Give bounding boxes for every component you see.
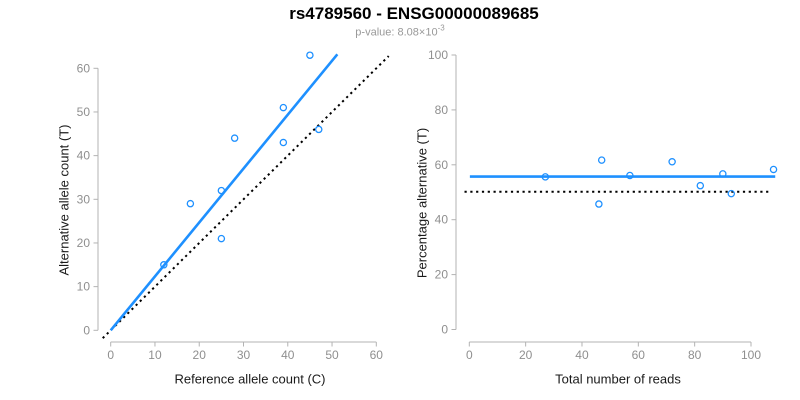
y-tick-label: 60: [435, 158, 449, 172]
data-point: [315, 125, 323, 134]
x-tick-label: 20: [519, 348, 533, 362]
ref-vs-alt-count-panel: 0 10 20 30 40 50 60 0 10 20 30 40 50 60: [77, 51, 390, 362]
x-tick-label: 0: [466, 348, 473, 362]
pvalue-exponent: -3: [437, 23, 445, 33]
data-point: [595, 200, 603, 208]
data-point: [160, 261, 168, 269]
data-point: [186, 199, 195, 208]
reads-vs-percentage-panel: 0 20 40 60 80 100 0 20 40 60 80 100: [428, 48, 778, 362]
y-tick-label: 40: [77, 149, 91, 163]
y-tick-label: 100: [428, 48, 448, 62]
data-point: [597, 156, 606, 164]
figure-subtitle: p-value: 8.08×10-3: [355, 24, 444, 39]
data-point: [541, 173, 550, 181]
data-point: [696, 181, 705, 190]
left-x-axis-label: Reference allele count (C): [174, 371, 326, 387]
right-x-axis-label: Total number of reads: [555, 371, 681, 387]
x-tick-label: 40: [575, 348, 589, 362]
x-tick-label: 30: [237, 348, 251, 362]
pvalue-text: p-value: 8.08×10: [355, 26, 438, 39]
y-tick-label: 0: [83, 323, 90, 337]
x-tick-label: 0: [107, 348, 114, 362]
y-tick-label: 80: [435, 103, 449, 117]
y-tick-label: 60: [77, 61, 91, 75]
x-tick-label: 100: [741, 348, 761, 362]
data-point: [727, 189, 736, 198]
x-tick-label: 60: [370, 348, 384, 362]
y-tick-label: 20: [77, 236, 91, 250]
data-point: [306, 51, 314, 59]
y-tick-label: 40: [435, 213, 449, 227]
figure-title: rs4789560 - ENSG00000089685: [289, 4, 539, 23]
x-tick-label: 50: [325, 348, 339, 362]
data-point: [719, 170, 727, 178]
data-point: [769, 165, 778, 174]
y-tick-label: 10: [77, 280, 91, 294]
y-tick-label: 50: [77, 105, 91, 119]
y-tick-label: 30: [77, 192, 91, 206]
x-tick-label: 60: [632, 348, 646, 362]
data-point: [279, 138, 288, 147]
y-tick-label: 0: [441, 323, 448, 337]
x-tick-label: 40: [281, 348, 295, 362]
identity-line: [102, 55, 390, 339]
data-point: [668, 158, 676, 166]
x-tick-label: 20: [193, 348, 207, 362]
data-point: [217, 186, 226, 195]
left-y-axis-label: Alternative allele count (T): [56, 124, 72, 276]
data-point: [230, 134, 239, 142]
data-point: [217, 234, 226, 243]
right-y-axis-label: Percentage alternative (T): [414, 127, 430, 279]
data-point: [279, 103, 288, 112]
x-tick-label: 10: [148, 348, 162, 362]
data-point: [626, 171, 634, 180]
x-tick-label: 80: [688, 348, 702, 362]
y-tick-label: 20: [435, 268, 449, 282]
